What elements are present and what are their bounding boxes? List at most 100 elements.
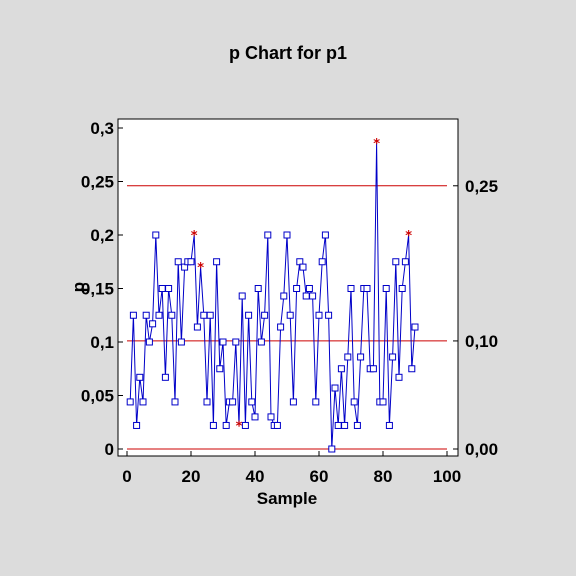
data-point [152, 231, 160, 239]
data-point [139, 398, 147, 406]
data-point [385, 421, 393, 429]
y-tick-label: 0,1 [90, 333, 114, 352]
data-point [206, 311, 214, 319]
data-point [395, 373, 403, 381]
data-point [193, 323, 201, 331]
data-point [171, 398, 179, 406]
data-point [238, 292, 246, 300]
data-point [411, 323, 419, 331]
data-point [126, 398, 134, 406]
data-point [209, 421, 217, 429]
data-point [325, 311, 333, 319]
data-point [315, 311, 323, 319]
data-point [350, 398, 358, 406]
limit-label-lcl: 0,00 [465, 440, 498, 459]
data-point [133, 421, 141, 429]
data-point [251, 413, 259, 421]
data-point [293, 285, 301, 292]
data-point [261, 311, 269, 319]
y-tick-label: 0 [105, 440, 114, 459]
limit-label-ucl: 0,25 [465, 177, 498, 196]
flagged-point: * [191, 229, 198, 244]
data-point [232, 338, 240, 346]
x-tick-label: 100 [433, 467, 461, 486]
data-point [248, 398, 256, 406]
data-point [229, 398, 237, 406]
data-point [341, 421, 349, 429]
data-point [203, 398, 211, 406]
data-point [187, 258, 195, 266]
data-point [344, 353, 352, 361]
data-point [334, 421, 342, 429]
y-axis: 0 0,05 0,1 0,15 0,2 0,25 0,3 [81, 119, 123, 459]
flagged-point: * [236, 419, 243, 434]
data-point [280, 292, 288, 300]
p-points: * * * * * [126, 137, 419, 453]
data-point [216, 365, 224, 373]
x-tick-label: 80 [374, 467, 393, 486]
y-tick-label: 0,3 [90, 119, 114, 138]
y-axis-label: p [69, 282, 88, 292]
data-point [286, 311, 294, 319]
data-point [161, 373, 169, 381]
data-point [331, 384, 339, 392]
data-point [155, 311, 163, 319]
data-point [254, 285, 262, 292]
y-tick-label: 0,25 [81, 173, 114, 192]
data-point [398, 285, 406, 292]
data-point [302, 292, 310, 300]
data-point [328, 445, 336, 453]
data-point [257, 338, 265, 346]
data-point [353, 421, 361, 429]
x-tick-label: 60 [310, 467, 329, 486]
data-point [309, 292, 317, 300]
flagged-point: * [197, 261, 204, 276]
p-series [129, 142, 416, 450]
flagged-point: * [405, 229, 412, 244]
series-line [129, 142, 416, 450]
y-tick-label: 0,2 [90, 226, 114, 245]
data-point [408, 365, 416, 373]
data-point [165, 285, 173, 292]
data-point [129, 311, 137, 319]
data-point [177, 338, 185, 346]
data-point [200, 311, 208, 319]
data-point [305, 285, 313, 292]
data-point [222, 421, 230, 429]
x-tick-label: 20 [182, 467, 201, 486]
chart-title: p Chart for p1 [229, 43, 347, 63]
data-point [136, 373, 144, 381]
data-point [158, 285, 166, 292]
flagged-point: * [373, 137, 380, 152]
x-axis: 0 20 40 60 80 100 [122, 451, 461, 486]
y-tick-label: 0,15 [81, 280, 114, 299]
data-point [277, 323, 285, 331]
data-point [168, 311, 176, 319]
data-point [389, 353, 397, 361]
data-point [392, 258, 400, 266]
data-point [219, 338, 227, 346]
data-point [245, 311, 253, 319]
data-point [264, 231, 272, 239]
data-point [283, 231, 291, 239]
data-point [149, 320, 157, 328]
data-point [273, 421, 281, 429]
limit-label-ctr: 0,10 [465, 332, 498, 351]
limit-axis: 0,25 0,10 0,00 [453, 177, 498, 459]
data-point [312, 398, 320, 406]
data-point [337, 365, 345, 373]
data-point [347, 285, 355, 292]
data-point [357, 353, 365, 361]
data-point [267, 413, 275, 421]
data-point [401, 258, 409, 266]
data-point [363, 285, 371, 292]
x-axis-label: Sample [257, 489, 317, 508]
data-point [369, 365, 377, 373]
data-point [299, 263, 307, 271]
data-point [318, 258, 326, 266]
data-point [142, 311, 150, 319]
data-point [321, 231, 329, 239]
data-point [382, 285, 390, 292]
data-point [241, 421, 249, 429]
